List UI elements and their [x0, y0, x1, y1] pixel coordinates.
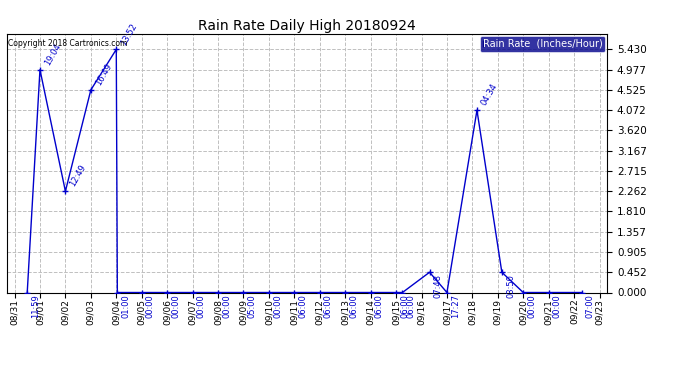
Text: 16:49: 16:49 — [94, 62, 113, 87]
Legend: Rain Rate  (Inches/Hour): Rain Rate (Inches/Hour) — [480, 36, 605, 51]
Text: 05:00: 05:00 — [248, 294, 257, 318]
Text: 00:00: 00:00 — [222, 294, 231, 318]
Text: 00:00: 00:00 — [171, 294, 180, 318]
Text: 07:00: 07:00 — [586, 294, 595, 318]
Text: 06:00: 06:00 — [349, 294, 358, 318]
Text: 06:00: 06:00 — [299, 294, 308, 318]
Text: 06:00: 06:00 — [324, 294, 333, 318]
Text: 13:52: 13:52 — [119, 21, 139, 46]
Text: 17:27: 17:27 — [451, 294, 460, 318]
Text: 06:00: 06:00 — [375, 294, 384, 318]
Text: 19:04: 19:04 — [43, 42, 62, 67]
Text: 03:50: 03:50 — [506, 274, 515, 297]
Text: 07:48: 07:48 — [434, 274, 443, 298]
Text: 00:00: 00:00 — [273, 294, 282, 318]
Text: 04:34: 04:34 — [480, 82, 500, 107]
Text: 11:59: 11:59 — [31, 294, 41, 318]
Text: Copyright 2018 Cartronics.com: Copyright 2018 Cartronics.com — [8, 39, 128, 48]
Text: 00:00: 00:00 — [553, 294, 562, 318]
Text: 12:49: 12:49 — [68, 164, 88, 189]
Text: 01:00: 01:00 — [121, 294, 130, 318]
Text: 00:00: 00:00 — [527, 294, 536, 318]
Text: 06:00: 06:00 — [406, 294, 415, 318]
Title: Rain Rate Daily High 20180924: Rain Rate Daily High 20180924 — [198, 19, 416, 33]
Text: 00:00: 00:00 — [146, 294, 155, 318]
Text: 06:00: 06:00 — [400, 294, 409, 318]
Text: 00:00: 00:00 — [197, 294, 206, 318]
